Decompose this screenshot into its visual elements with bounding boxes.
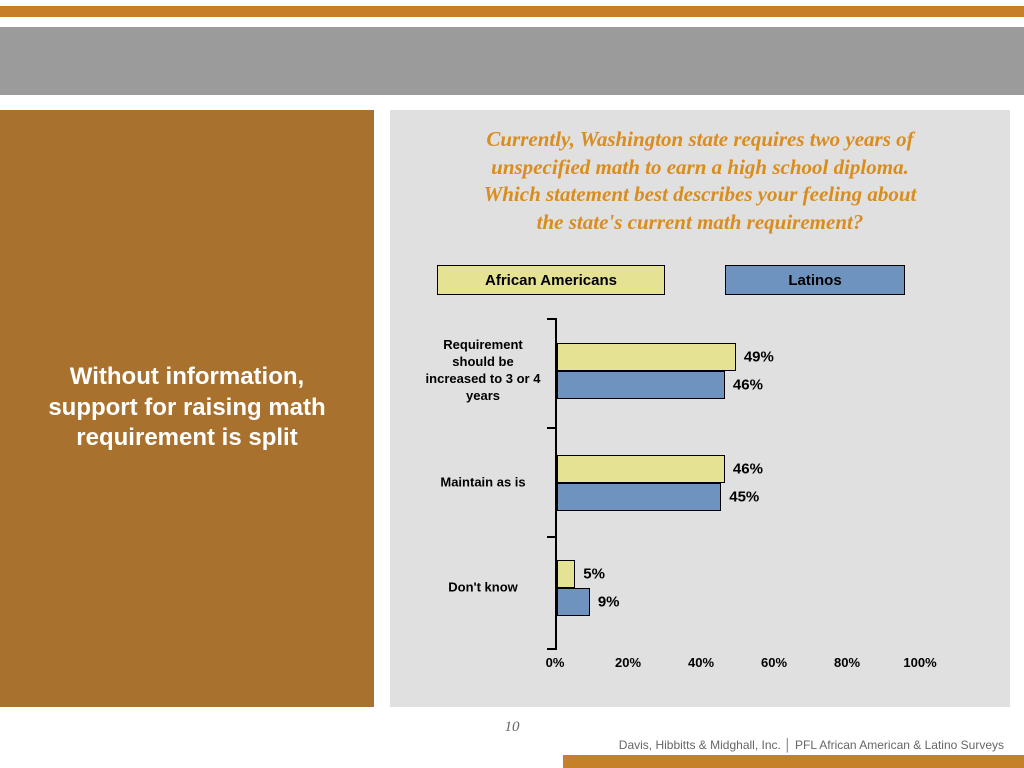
category-label: Requirement should be increased to 3 or …	[425, 337, 541, 403]
x-tick-label: 60%	[760, 655, 788, 670]
slide-message: Without information, support for raising…	[48, 363, 326, 452]
x-tick-label: 0%	[545, 655, 565, 670]
bar-latinos	[557, 483, 722, 511]
header-gray-band	[0, 27, 1024, 95]
x-tick-label: 100%	[903, 655, 937, 670]
category-label: Maintain as is	[440, 474, 526, 490]
chart-title-line-2: unspecified math to earn a high school d…	[491, 154, 909, 179]
top-accent-bar	[0, 6, 1024, 17]
chart-title: Currently, Washington state requires two…	[413, 126, 988, 237]
value-label: 5%	[583, 565, 605, 583]
bar-latinos	[557, 588, 590, 616]
category-label: Don't know	[448, 579, 518, 595]
page-number: 10	[504, 719, 520, 735]
axis-tick	[547, 536, 556, 538]
bar-plot: Requirement should be increased to 3 or …	[390, 318, 1010, 650]
value-label: 9%	[597, 593, 620, 611]
chart-title-line-3: Which statement best describes your feel…	[483, 182, 917, 207]
value-label: 46%	[732, 460, 763, 478]
chart-title-line-4: the state's current math requirement?	[536, 210, 864, 235]
value-label: 46%	[732, 376, 763, 394]
footer-credit: Davis, Hibbitts & Midghall, Inc. │ PFL A…	[618, 738, 1004, 752]
bar-african-americans	[557, 455, 725, 483]
legend-item-latinos: Latinos	[725, 265, 905, 295]
value-axis: 0% 20% 40% 60% 80% 100%	[390, 655, 1010, 677]
bar-african-americans	[557, 560, 576, 588]
value-label: 45%	[729, 488, 760, 506]
left-message-panel: Without information, support for raising…	[0, 110, 374, 707]
legend-item-african-americans: African Americans	[437, 265, 665, 295]
x-tick-label: 40%	[687, 655, 715, 670]
value-label: 49%	[743, 348, 774, 366]
axis-tick	[547, 427, 556, 429]
chart-legend: African Americans Latinos	[390, 265, 1010, 295]
axis-tick	[547, 318, 556, 320]
chart-title-line-1: Currently, Washington state requires two…	[486, 127, 914, 151]
bottom-accent-bar	[563, 755, 1024, 768]
x-tick-label: 80%	[833, 655, 861, 670]
axis-tick	[547, 648, 556, 650]
bar-latinos	[557, 371, 725, 399]
category-axis-line	[555, 318, 557, 650]
x-tick-label: 20%	[614, 655, 642, 670]
bar-african-americans	[557, 343, 736, 371]
chart-panel: Currently, Washington state requires two…	[390, 110, 1010, 707]
